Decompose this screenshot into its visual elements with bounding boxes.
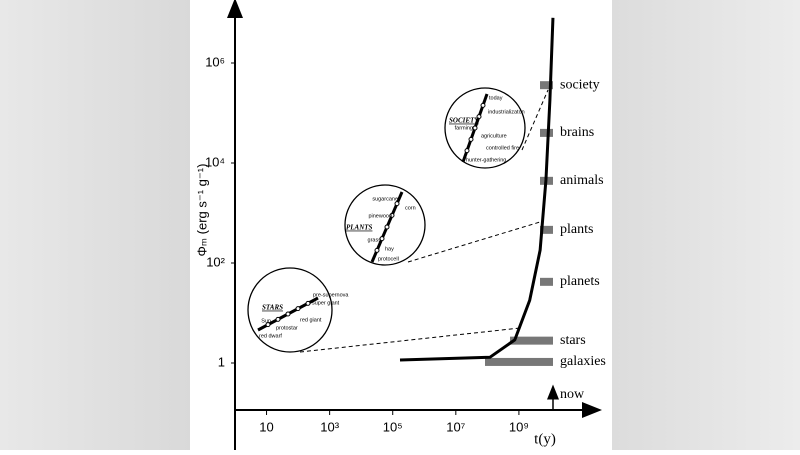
band-bar — [510, 336, 553, 345]
inset-label: red dwarf — [259, 333, 282, 339]
inset-label: agriculture — [481, 133, 507, 139]
now-label: now — [560, 387, 585, 402]
band-bar — [540, 81, 553, 90]
inset-dot — [480, 102, 486, 108]
dashed-connector — [407, 221, 541, 263]
inset-label: super giant — [312, 300, 340, 306]
inset-dot — [379, 236, 385, 242]
inset-label: protostar — [276, 325, 298, 331]
inset-label: Sun — [261, 318, 271, 324]
band-label: brains — [560, 125, 594, 140]
x-tick-label: 10⁷ — [446, 419, 465, 434]
inset-dot — [394, 201, 400, 207]
band-bar — [540, 128, 553, 137]
inset-label: corn — [405, 205, 416, 211]
plot: 1 10² 10⁴ 10⁶ 10 10³ 10⁵ 10⁷ 10⁹ society brains ani… — [205, 17, 606, 434]
band-bar — [485, 357, 553, 366]
y-tick-label: 10⁴ — [205, 154, 225, 169]
inset-title: STARS — [262, 304, 283, 312]
inset-dot — [476, 114, 482, 120]
inset-dot — [305, 300, 311, 306]
dashed-connector — [521, 89, 549, 151]
inset-label: sugarcane — [372, 196, 398, 202]
x-tick-label: 10⁹ — [509, 419, 529, 434]
background — [0, 0, 190, 450]
inset-label: hunter-gathering — [466, 157, 506, 163]
inset-dot — [265, 322, 271, 328]
inset-dot — [295, 306, 301, 312]
inset-dot — [468, 136, 474, 142]
band-bar — [540, 277, 553, 286]
inset-dot — [275, 316, 281, 322]
inset-label: farming — [455, 125, 473, 131]
band-bar — [540, 225, 553, 234]
inset-label: pre-supernova — [313, 292, 349, 298]
x-tick-label: 10 — [259, 419, 273, 434]
inset-dot — [374, 247, 380, 253]
background — [612, 0, 800, 450]
inset-label: protocell — [378, 256, 399, 262]
band-label: plants — [560, 222, 593, 237]
inset-label: pinewood — [368, 213, 392, 219]
band-label: planets — [560, 274, 600, 289]
band-label: galaxies — [560, 354, 606, 369]
inset-dot — [384, 224, 390, 230]
y-tick-label: 10⁶ — [205, 54, 225, 69]
y-tick-label: 10² — [206, 254, 225, 269]
band-label: society — [560, 77, 600, 92]
y-tick-label: 1 — [218, 354, 225, 369]
inset-circle — [247, 267, 333, 353]
inset-label: hay — [385, 246, 394, 252]
inset-dot — [472, 125, 478, 131]
y-axis-label: Φₘ (erg s⁻¹ g⁻¹) — [194, 164, 209, 257]
x-tick-label: 10³ — [320, 419, 339, 434]
inset-circle — [344, 184, 426, 266]
inset-title: PLANTS — [346, 224, 373, 232]
inset-dot — [464, 148, 470, 154]
inset-label: controlled fire — [486, 145, 519, 151]
dashed-connector — [299, 327, 521, 353]
inset-label: industrializaton — [488, 109, 525, 115]
x-axis-label: t(y) — [534, 431, 556, 447]
band-label: stars — [560, 333, 586, 348]
inset-label: grass — [368, 237, 382, 243]
inset-dot — [285, 311, 291, 317]
inset-label: red giant — [300, 317, 322, 323]
inset-dot — [389, 212, 395, 218]
inset-title: SOCIETY — [449, 117, 479, 125]
band-label: animals — [560, 173, 604, 188]
line — [399, 17, 555, 362]
inset-circle — [444, 87, 526, 169]
inset-label: today — [489, 95, 503, 101]
x-tick-label: 10⁵ — [383, 419, 403, 434]
